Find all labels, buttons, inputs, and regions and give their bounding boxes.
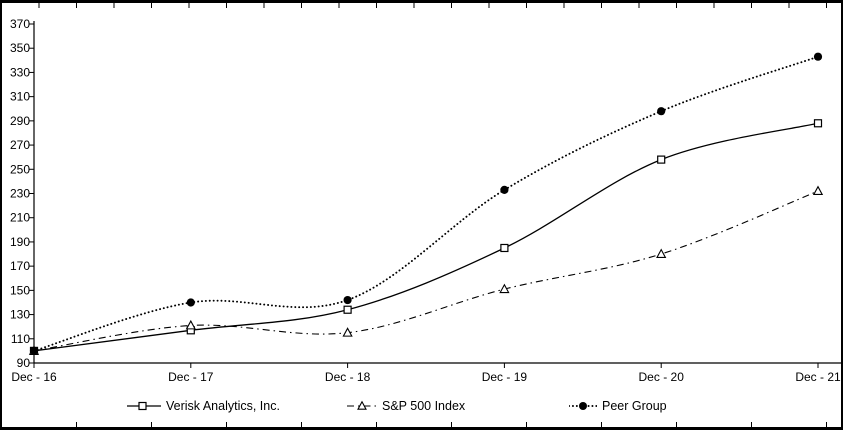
legend-item-peer: Peer Group <box>569 396 667 416</box>
data-point-square <box>657 155 666 164</box>
x-axis-category-label: Dec - 18 <box>325 370 371 384</box>
y-axis-tick-label: 370 <box>10 17 30 31</box>
x-axis-category-label: Dec - 21 <box>795 370 841 384</box>
legend-item-verisk: Verisk Analytics, Inc. <box>127 396 280 416</box>
y-axis-tick-label: 250 <box>10 162 30 176</box>
y-axis-tick-label: 130 <box>10 308 30 322</box>
data-point-triangle <box>656 248 667 258</box>
legend-label-verisk: Verisk Analytics, Inc. <box>166 399 280 413</box>
data-point-circle <box>500 185 509 194</box>
data-point-circle <box>29 346 39 355</box>
data-point-circle <box>657 107 666 116</box>
data-point-square <box>343 305 352 314</box>
series-line-dash-dot <box>33 190 819 352</box>
legend-label-sp500: S&P 500 Index <box>382 399 466 413</box>
data-point-triangle <box>342 327 353 337</box>
legend-marker-triangle-line-icon <box>347 400 377 410</box>
y-axis-tick-label: 350 <box>10 41 30 55</box>
y-axis-tick-label: 190 <box>10 235 30 249</box>
y-axis-tick-label: 110 <box>11 332 30 346</box>
x-axis-category-label: Dec - 17 <box>168 370 214 384</box>
data-point-square <box>500 243 509 253</box>
data-point-triangle <box>812 185 824 196</box>
legend-item-sp500: S&P 500 Index <box>347 396 465 416</box>
x-axis-category-label: Dec - 16 <box>11 370 57 384</box>
y-axis-tick-label: 230 <box>10 187 30 201</box>
x-axis-category-label: Dec - 20 <box>639 370 685 384</box>
data-point-triangle <box>499 283 510 294</box>
y-axis-tick-label: 210 <box>10 211 30 225</box>
y-axis-tick-label: 330 <box>10 65 30 79</box>
data-point-circle <box>186 298 195 307</box>
chart-legend: Verisk Analytics, Inc. S&P 500 Index Pee… <box>2 396 841 416</box>
legend-marker-circle-line-icon <box>569 402 597 410</box>
data-point-triangle <box>185 319 196 330</box>
data-point-square <box>813 119 823 128</box>
legend-label-peer: Peer Group <box>602 399 667 413</box>
series-line-dotted <box>33 55 819 352</box>
data-point-circle <box>813 52 823 61</box>
data-point-circle <box>343 295 352 305</box>
x-axis-category-label: Dec - 19 <box>482 370 528 384</box>
series-line-solid <box>33 122 819 352</box>
y-axis-tick-label: 270 <box>10 138 30 152</box>
y-axis-tick-label: 150 <box>10 283 30 297</box>
y-axis-tick-label: 90 <box>17 356 31 370</box>
legend-marker-square-line-icon <box>127 401 161 411</box>
y-axis-tick-label: 290 <box>10 114 30 128</box>
y-axis-tick-label: 310 <box>10 90 30 104</box>
y-axis-tick-label: 170 <box>10 259 30 273</box>
